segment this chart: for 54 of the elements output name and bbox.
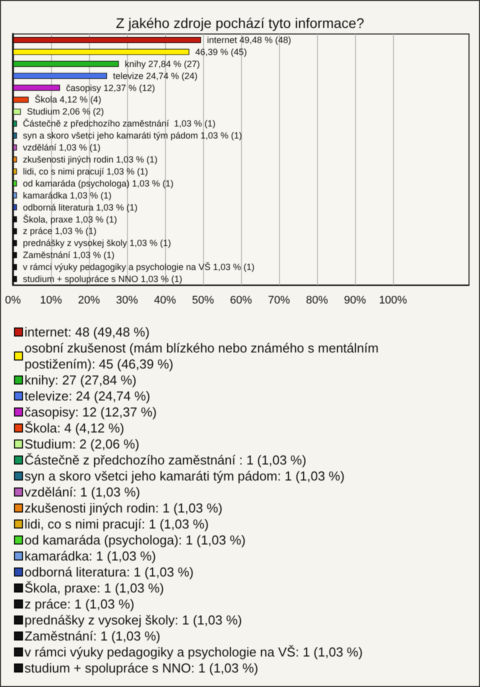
x-tick-label: 20% [78, 294, 100, 306]
legend-label: Studium: 2 (2,06 %) [24, 436, 140, 452]
legend-label: televize: 24 (24,74 %) [24, 388, 150, 404]
data-label: vzdělání 1,03 % (1) [22, 142, 100, 153]
legend-label: osobní zkušenost (mám blízkého nebo známého s mentálním postižením): 45 (46,39 %) [24, 340, 382, 372]
legend-label: knihy: 27 (27,84 %) [24, 372, 137, 388]
data-label: knihy 27,84 % (27) [124, 58, 200, 69]
data-label: studium + spolupráce s NNO 1,03 % (1) [22, 274, 182, 284]
legend-label: Škola: 4 (4,12 %) [24, 420, 124, 436]
x-tick-label: 90% [344, 294, 366, 306]
x-tick-label: 40% [154, 294, 176, 306]
legend-label: odborná literatura: 1 (1,03 %) [24, 564, 194, 580]
legend-label: Částečně z předchozího zaměstnání : 1 (1,03 %) [24, 452, 306, 468]
data-label: zkušenosti jiných rodin 1,03 % (1) [22, 154, 158, 164]
x-tick-label: 80% [306, 294, 328, 306]
data-label: Studium 2,06 % (2) [26, 106, 104, 117]
legend-label: syn a skoro všetci jeho kamaráti tým pádom: 1 (1,03 %) [24, 468, 345, 484]
legend-label: kamarádka: 1 (1,03 %) [24, 548, 156, 564]
data-label: odborná literatura 1,03 % (1) [22, 202, 138, 212]
data-label: prednášky z vysokej školy 1,03 % (1) [22, 238, 171, 248]
x-tick-label: 100% [378, 294, 408, 306]
data-label: od kamaráda (psychologa) 1,03 % (1) [22, 178, 174, 188]
chart-title: Z jakého zdroje pochází tyto informace? [116, 15, 364, 31]
data-label: Zaměstnání 1,03 % (1) [22, 250, 114, 260]
data-label: v rámci výuky pedagogiky a psychologie na VŠ 1,03 % (1) [22, 262, 255, 272]
legend-label: prednášky z vysokej školy: 1 (1,03 %) [24, 612, 242, 628]
legend-label: od kamaráda (psychologa): 1 (1,03 %) [24, 532, 246, 548]
legend-label: časopisy: 12 (12,37 %) [24, 404, 157, 420]
x-tick-label: 0% [5, 294, 22, 306]
x-tick-label: 10% [40, 294, 62, 306]
data-label: lidi, co s nimi pracují 1,03 % (1) [22, 166, 148, 176]
data-label: kamarádka 1,03 % (1) [22, 190, 112, 200]
legend-label: vzdělání: 1 (1,03 %) [24, 484, 140, 500]
data-label: 46,39 % (45) [195, 46, 247, 57]
legend-label: internet: 48 (49,48 %) [24, 324, 150, 340]
data-label: televize 24,74 % (24) [113, 70, 198, 81]
legend-label: Škola, praxe: 1 (1,03 %) [24, 580, 164, 596]
legend-label: v rámci výuky pedagogiky a psychologie na VŠ: 1 (1,03 %) [24, 644, 363, 660]
x-tick-label: 50% [192, 294, 214, 306]
x-tick-label: 70% [268, 294, 290, 306]
data-label: syn a skoro všetci jeho kamaráti tým pádom 1,03 % (1) [22, 130, 242, 141]
data-label: z práce 1,03 % (1) [22, 226, 96, 236]
data-label: Škola 4,12 % (4) [34, 94, 102, 105]
legend-label: Zaměstnání: 1 (1,03 %) [24, 628, 160, 644]
data-label: časopisy 12,37 % (12) [66, 82, 156, 93]
x-tick-label: 60% [230, 294, 252, 306]
data-label: Škola, praxe 1,03 % (1) [22, 214, 117, 224]
data-label: Částečně z předchozího zaměstnání 1,03 % (1) [22, 118, 216, 129]
legend-label: zkušenosti jiných rodin: 1 (1,03 %) [24, 500, 222, 516]
legend-label: lidi, co s nimi pracují: 1 (1,03 %) [24, 516, 209, 532]
x-tick-label: 30% [116, 294, 138, 306]
data-label: internet 49,48 % (48) [207, 34, 292, 45]
legend-label: z práce: 1 (1,03 %) [24, 596, 134, 612]
legend-label: studium + spolupráce s NNO: 1 (1,03 %) [24, 660, 258, 676]
